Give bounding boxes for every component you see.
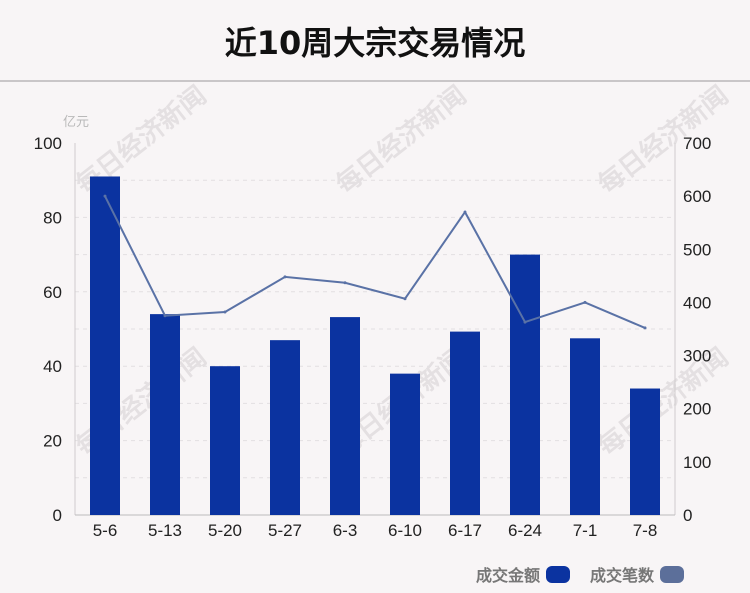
line-point-6-24 (523, 320, 527, 324)
line-point-7-8 (643, 326, 647, 330)
right-tick-label: 700 (683, 134, 711, 153)
x-tick-label: 5-13 (148, 521, 182, 540)
line-point-7-1 (583, 300, 587, 304)
line-series (103, 194, 647, 330)
bar-6-17 (450, 331, 480, 515)
legend-item-count: 成交笔数 (590, 562, 684, 586)
left-unit-label: 亿元 (63, 114, 89, 129)
right-tick-label: 600 (683, 187, 711, 206)
line-count-series (104, 195, 646, 329)
bar-5-20 (210, 366, 240, 515)
bar-6-24 (510, 254, 540, 515)
line-point-6-3 (343, 281, 347, 285)
line-point-5-6 (103, 194, 107, 198)
left-tick-label: 40 (43, 357, 62, 376)
line-point-5-27 (283, 275, 287, 279)
line-point-6-10 (403, 297, 407, 301)
x-tick-label: 5-6 (93, 521, 118, 540)
x-tick-label: 6-17 (448, 521, 482, 540)
right-tick-label: 0 (683, 506, 692, 525)
chart-title: 近10周大宗交易情况 (224, 24, 526, 62)
right-tick-label: 400 (683, 293, 711, 312)
right-tick-label: 200 (683, 400, 711, 419)
bar-5-6 (90, 176, 120, 516)
bar-5-27 (270, 340, 300, 515)
legend-item-amount: 成交金额 (476, 562, 570, 586)
line-point-5-20 (223, 310, 227, 314)
right-tick-label: 300 (683, 347, 711, 366)
left-tick-label: 60 (43, 283, 62, 302)
legend-label-count: 成交笔数 (589, 566, 654, 585)
legend-swatch-amount (545, 565, 570, 583)
x-tick-label: 5-20 (208, 521, 242, 540)
line-point-5-13 (163, 314, 167, 318)
legend-swatch-count (660, 565, 684, 583)
bar-series (90, 176, 660, 516)
right-tick-label: 100 (683, 453, 711, 472)
x-tick-label: 6-24 (508, 521, 542, 540)
bar-5-13 (150, 314, 180, 515)
left-tick-label: 0 (53, 506, 62, 525)
bar-7-1 (570, 338, 600, 515)
x-tick-label: 6-10 (388, 521, 422, 540)
line-point-6-17 (463, 210, 467, 214)
x-tick-label: 5-27 (268, 521, 302, 540)
bar-6-3 (330, 317, 360, 515)
legend: 成交金额 成交笔数 (464, 562, 684, 586)
x-tick-label: 6-3 (333, 521, 358, 540)
x-tick-label: 7-8 (633, 521, 658, 540)
title-divider (0, 80, 750, 82)
x-tick-label: 7-1 (573, 521, 598, 540)
left-tick-label: 80 (43, 208, 62, 227)
bar-7-8 (630, 388, 660, 515)
legend-label-amount: 成交金额 (475, 566, 540, 585)
bar-6-10 (390, 373, 420, 515)
left-tick-label: 20 (43, 432, 62, 451)
left-tick-label: 100 (34, 134, 62, 153)
right-tick-label: 500 (683, 240, 711, 259)
